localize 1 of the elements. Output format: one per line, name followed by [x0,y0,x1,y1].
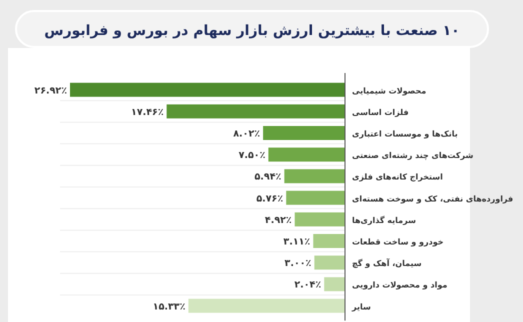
title: ۱۰ صنعت با بیشترین ارزش بازار سهام در بورس و فرابورس [44,23,460,39]
